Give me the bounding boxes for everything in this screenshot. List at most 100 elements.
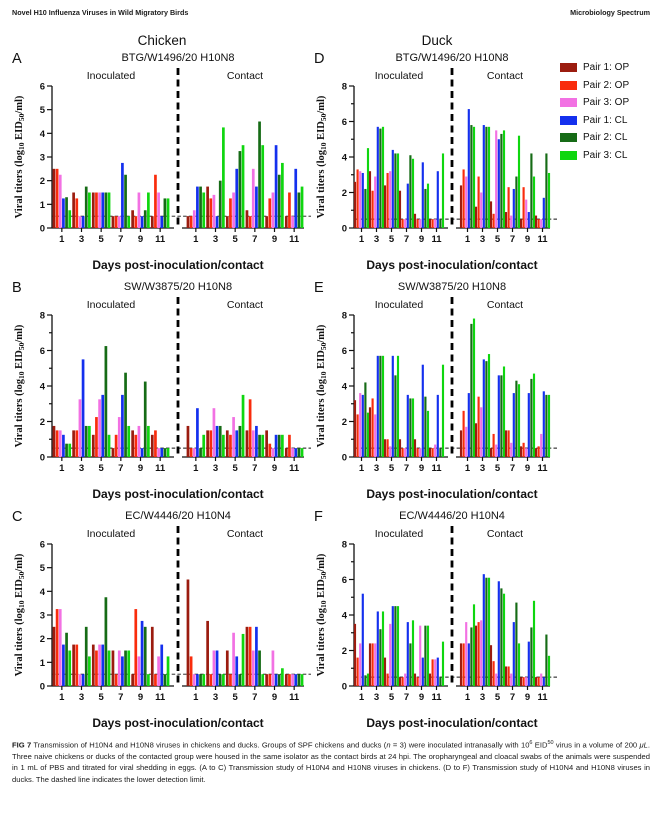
bar — [294, 448, 298, 458]
bar — [439, 677, 442, 687]
bar — [534, 448, 538, 458]
bar — [530, 153, 533, 228]
bar — [398, 677, 402, 687]
bar — [284, 448, 288, 458]
bar — [166, 448, 170, 458]
bar — [238, 151, 242, 228]
panel-C: C EC/W4446/20 H10N4 Viral titers (log10 EI… — [12, 509, 314, 730]
bar — [140, 448, 144, 458]
x-tick-label: 3 — [213, 692, 218, 703]
y-tick-label: 2 — [342, 417, 347, 428]
bar — [248, 216, 252, 228]
section-label: Inoculated — [87, 299, 136, 311]
legend-item: Pair 3: OP — [560, 97, 650, 108]
bar — [421, 364, 424, 457]
x-tick-label: 1 — [193, 692, 199, 703]
bar — [206, 430, 209, 458]
bar — [81, 674, 85, 686]
bar — [277, 674, 281, 686]
bar — [485, 361, 488, 457]
bar — [359, 171, 362, 228]
bar — [72, 644, 75, 686]
bar — [91, 644, 95, 686]
bar — [502, 130, 506, 229]
bar — [127, 216, 131, 228]
bar — [235, 430, 239, 458]
bar — [359, 643, 362, 686]
y-tick-label: 5 — [40, 105, 46, 116]
chart-E: Viral titers (log10 EID50/ml) 0 2 4 6 8 Inocul… — [316, 297, 557, 474]
bar — [114, 434, 118, 457]
bar — [381, 611, 385, 686]
panel-slot-D: D BTG/W1496/20 H10N8 Viral titers (log10 E… — [314, 51, 560, 272]
bar — [284, 216, 288, 228]
bar — [140, 216, 144, 228]
x-tick-label: 7 — [118, 234, 123, 245]
x-tick-label: 1 — [465, 234, 471, 245]
section-label: Inoculated — [87, 70, 136, 82]
bar — [441, 641, 445, 687]
x-tick-label: 1 — [359, 234, 365, 245]
x-tick-label: 3 — [213, 463, 218, 474]
bar — [163, 198, 167, 228]
bar — [281, 668, 284, 686]
bar — [436, 394, 439, 458]
bar — [274, 434, 278, 457]
y-tick-label: 8 — [40, 311, 45, 322]
bar — [386, 673, 389, 686]
bar — [413, 213, 417, 228]
bar — [517, 135, 521, 228]
bar — [235, 168, 239, 228]
x-tick-label: 9 — [138, 234, 143, 245]
caption-text: FIG 7 — [12, 740, 32, 750]
y-axis-label: Viral titers (log10 EID50/ml) — [316, 553, 328, 676]
x-tick-label: 5 — [99, 234, 105, 245]
bar — [472, 318, 476, 457]
caption-text: = 3) were inoculated intranasally with 1… — [390, 740, 530, 750]
caption-text: . Three naive chickens or ducks of the c… — [12, 740, 650, 784]
panel-title: EC/W4446/20 H10N4 — [399, 510, 505, 522]
y-axis-label: Viral titers (log10 EID50/ml) — [14, 95, 26, 218]
panel-title: SW/W3875/20 H10N8 — [397, 281, 507, 293]
bar — [284, 674, 288, 686]
bar — [495, 673, 498, 686]
bar — [379, 355, 382, 457]
bar — [361, 593, 364, 686]
bar — [297, 448, 301, 458]
bar — [189, 448, 193, 458]
bar — [215, 216, 219, 228]
x-axis-label: Days post-inoculation/contact — [366, 487, 538, 501]
bar — [389, 623, 392, 687]
legend-swatch — [560, 150, 577, 160]
bar — [366, 148, 370, 229]
bar — [248, 399, 252, 457]
section-label: Contact — [487, 299, 523, 311]
column-title-chicken: Chicken — [137, 33, 187, 48]
legend-item: Pair 2: OP — [560, 80, 650, 91]
bar — [229, 674, 232, 686]
bar — [517, 384, 521, 457]
bar — [206, 186, 209, 228]
bar — [160, 448, 164, 458]
bar — [265, 216, 268, 228]
panel-slot-A: A BTG/W1496/20 H10N8 Viral titers (log10 E… — [12, 51, 314, 272]
bar — [426, 410, 430, 457]
bar — [428, 448, 432, 458]
bar — [383, 185, 387, 228]
bar — [480, 407, 483, 457]
bar — [364, 188, 367, 228]
x-tick-label: 5 — [99, 692, 105, 703]
bar — [411, 620, 415, 686]
bar — [519, 219, 523, 229]
y-tick-label: 6 — [342, 117, 347, 128]
bar — [121, 394, 124, 458]
x-tick-label: 7 — [404, 234, 409, 245]
bar — [75, 198, 79, 228]
bar — [277, 434, 281, 457]
panel-A: A BTG/W1496/20 H10N8 Viral titers (log10 E… — [12, 51, 314, 272]
bar — [300, 674, 304, 686]
bar — [439, 219, 442, 229]
bar — [147, 674, 150, 686]
bar — [507, 430, 510, 458]
x-tick-label: 9 — [272, 692, 277, 703]
